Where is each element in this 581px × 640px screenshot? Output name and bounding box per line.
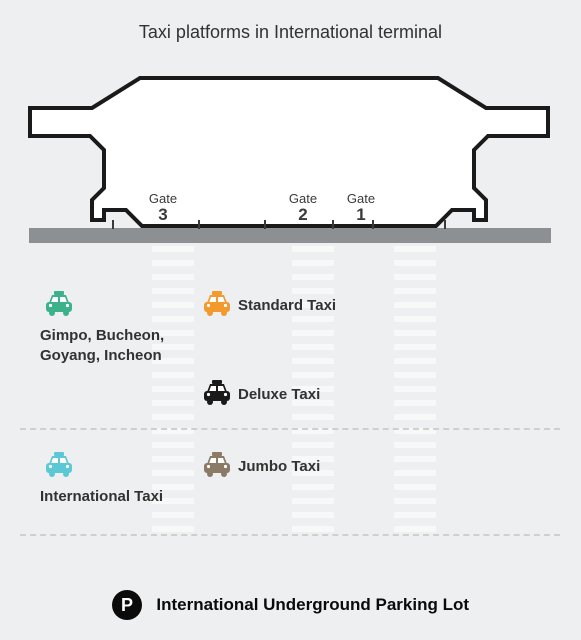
taxi-label-jumbo: Jumbo Taxi [238, 457, 320, 477]
gate-number: 3 [140, 206, 186, 225]
page-title: Taxi platforms in International terminal [0, 0, 581, 43]
lane-separator [20, 428, 560, 430]
gate-label-2: Gate2 [280, 192, 326, 225]
taxi-label-standard: Standard Taxi [238, 296, 336, 316]
lane-separator [20, 534, 560, 536]
gate-word: Gate [149, 191, 177, 206]
taxi-icon-standard [202, 291, 232, 317]
taxi-label-intl: International Taxi [40, 487, 163, 507]
parking-label: International Underground Parking Lot [156, 595, 469, 614]
taxi-label-deluxe: Deluxe Taxi [238, 385, 320, 405]
crosswalk [394, 246, 436, 536]
gate-number: 1 [338, 206, 384, 225]
gate-tick [198, 220, 200, 229]
taxi-icon-gimpo [44, 291, 74, 317]
gate-tick [444, 220, 446, 229]
gate-tick [332, 220, 334, 229]
road-bar [29, 228, 551, 243]
taxi-icon-intl [44, 452, 74, 478]
gate-tick [112, 220, 114, 229]
gate-word: Gate [289, 191, 317, 206]
taxi-label-gimpo: Gimpo, Bucheon, Goyang, Incheon [40, 326, 164, 365]
taxi-icon-jumbo [202, 452, 232, 478]
gate-label-1: Gate1 [338, 192, 384, 225]
parking-row: P International Underground Parking Lot [0, 590, 581, 620]
gate-tick [372, 220, 374, 229]
gate-label-3: Gate3 [140, 192, 186, 225]
parking-badge-icon: P [112, 590, 142, 620]
taxi-icon-deluxe [202, 380, 232, 406]
gate-word: Gate [347, 191, 375, 206]
gate-number: 2 [280, 206, 326, 225]
gate-tick [264, 220, 266, 229]
